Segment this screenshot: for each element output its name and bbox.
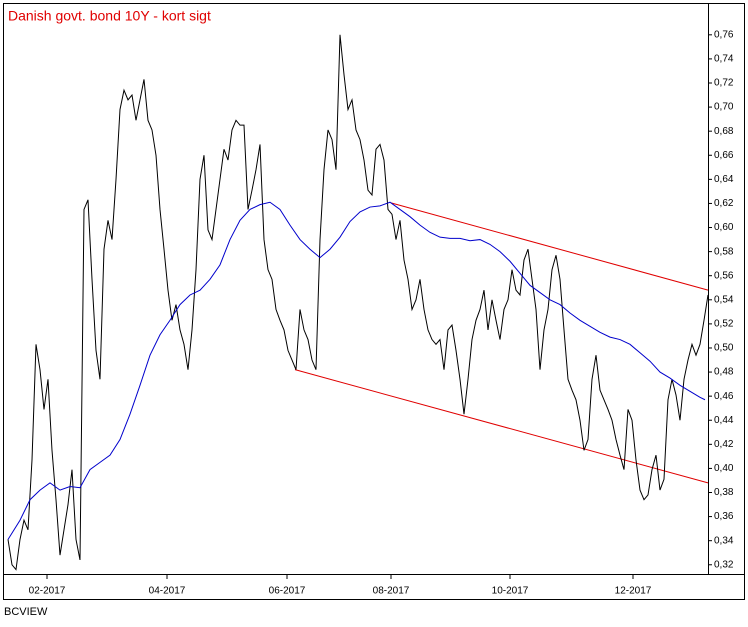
trend-line xyxy=(294,369,709,484)
y-tick-label: 0,64 xyxy=(714,174,734,185)
y-tick-label: 0,54 xyxy=(714,294,734,305)
y-tick-label: 0,56 xyxy=(714,270,734,281)
y-tick-label: 0,70 xyxy=(714,102,734,113)
y-tick-label: 0,36 xyxy=(714,511,734,522)
y-tick-label: 0,66 xyxy=(714,150,734,161)
y-tick-label: 0,58 xyxy=(714,246,734,257)
source-label: BCVIEW xyxy=(4,606,48,618)
series-line xyxy=(7,34,709,571)
chart-title: Danish govt. bond 10Y - kort sigt xyxy=(8,8,211,24)
x-tick-label: 12-2017 xyxy=(615,586,652,597)
x-tick-label: 08-2017 xyxy=(373,586,410,597)
y-tick-label: 0,60 xyxy=(714,222,734,233)
y-tick-label: 0,72 xyxy=(714,78,734,89)
y-tick-label: 0,34 xyxy=(714,535,734,546)
y-tick-label: 0,32 xyxy=(714,559,734,570)
y-tick-label: 0,38 xyxy=(714,487,734,498)
y-tick-label: 0,44 xyxy=(714,415,734,426)
x-tick-label: 02-2017 xyxy=(29,586,66,597)
trend-line xyxy=(390,202,709,291)
frame xyxy=(3,3,745,600)
series-line xyxy=(7,201,706,540)
y-tick-label: 0,76 xyxy=(714,29,734,40)
x-tick-label: 06-2017 xyxy=(269,586,306,597)
x-tick-label: 04-2017 xyxy=(149,586,186,597)
x-tick-label: 10-2017 xyxy=(492,586,529,597)
y-tick-label: 0,68 xyxy=(714,126,734,137)
y-tick-label: 0,52 xyxy=(714,319,734,330)
y-tick-label: 0,74 xyxy=(714,54,734,65)
y-tick-label: 0,42 xyxy=(714,439,734,450)
y-tick-label: 0,46 xyxy=(714,391,734,402)
y-tick-label: 0,48 xyxy=(714,367,734,378)
y-tick-label: 0,40 xyxy=(714,463,734,474)
y-tick-label: 0,62 xyxy=(714,198,734,209)
y-tick-label: 0,50 xyxy=(714,343,734,354)
